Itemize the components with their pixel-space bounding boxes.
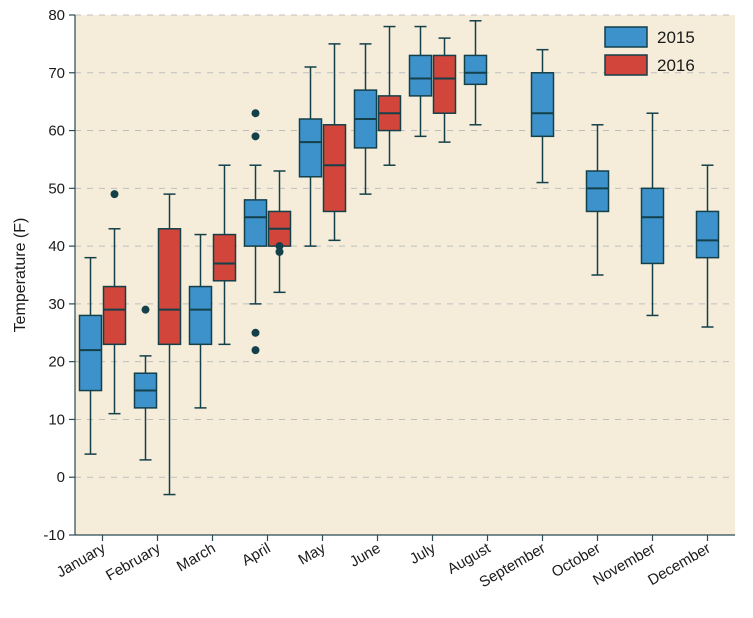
y-tick-label: 10	[48, 411, 65, 428]
y-tick-label: 20	[48, 354, 65, 371]
box-rect	[465, 55, 487, 84]
box-rect	[642, 188, 664, 263]
box-rect	[245, 200, 267, 246]
x-tick-label: June	[347, 540, 384, 571]
box-rect	[434, 55, 456, 113]
temperature-boxplot: -10 0 10 20 30 40 50 60 70 80 Temperature (F) Janua…	[0, 0, 753, 613]
box-rect	[324, 125, 346, 212]
outlier-point	[252, 133, 259, 140]
legend-swatch-2016	[605, 55, 647, 75]
outlier-point	[252, 347, 259, 354]
y-tick-label: 60	[48, 123, 65, 140]
box-rect	[532, 73, 554, 137]
box-rect	[159, 229, 181, 345]
box-rect	[80, 315, 102, 390]
outlier-point	[276, 243, 283, 250]
box-rect	[697, 211, 719, 257]
x-tick-label: March	[174, 540, 219, 576]
y-tick-label: 30	[48, 296, 65, 313]
box-rect	[104, 287, 126, 345]
legend-label-2016: 2016	[657, 56, 695, 75]
legend-swatch-2015	[605, 27, 647, 47]
x-tick-label: May	[295, 539, 328, 568]
y-tick-label: 0	[57, 469, 65, 486]
outlier-point	[142, 306, 149, 313]
y-tick-label: -10	[43, 527, 65, 544]
x-tick-label: February	[103, 539, 164, 584]
x-tick-label: July	[407, 539, 439, 567]
box-rect	[410, 55, 432, 95]
y-tick-label: 80	[48, 7, 65, 24]
box-rect	[190, 287, 212, 345]
y-tick-label: 70	[48, 65, 65, 82]
x-tick-label: April	[239, 540, 273, 570]
y-tick-label: 50	[48, 180, 65, 197]
y-axis-label: Temperature (F)	[12, 218, 29, 333]
box-rect	[214, 235, 236, 281]
outlier-point	[111, 191, 118, 198]
y-tick-label: 40	[48, 238, 65, 255]
legend-label-2015: 2015	[657, 28, 695, 47]
outlier-point	[252, 329, 259, 336]
box-rect	[300, 119, 322, 177]
outlier-point	[252, 110, 259, 117]
x-tick-label: January	[54, 539, 109, 581]
box-rect	[587, 171, 609, 211]
x-tick-label: December	[645, 540, 713, 589]
